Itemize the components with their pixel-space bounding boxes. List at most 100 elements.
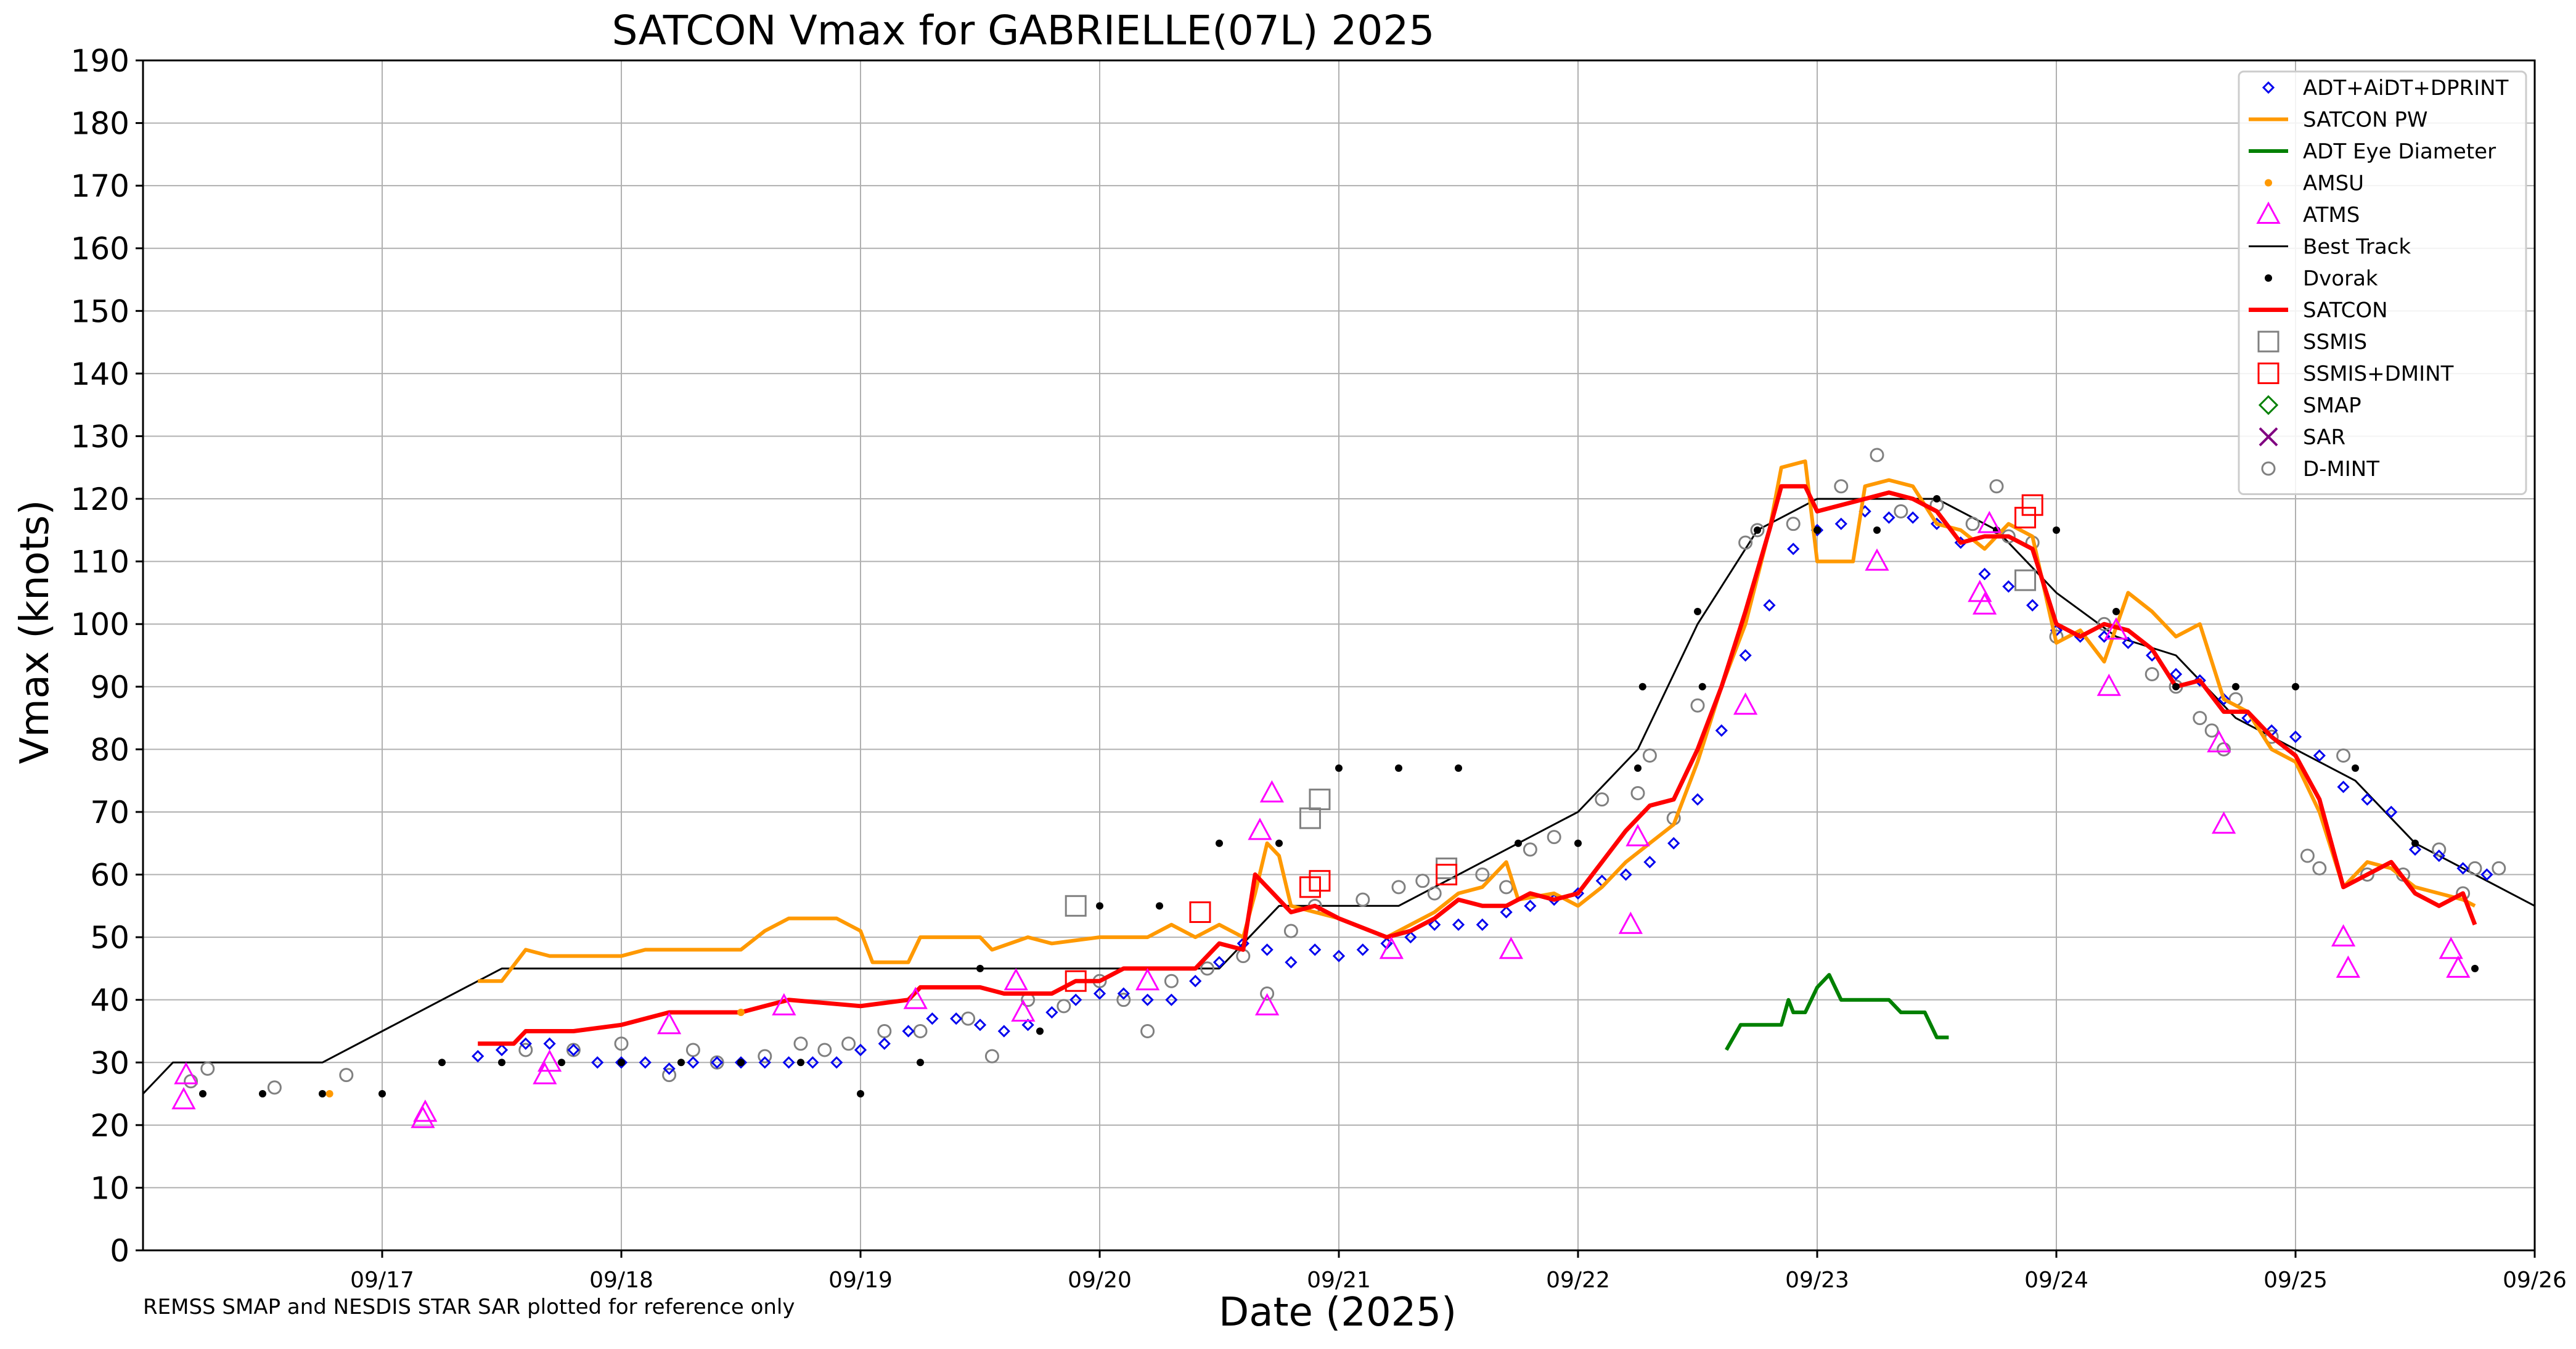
legend-item: SMAP <box>2258 393 2361 418</box>
adt-aidt-dprint-point <box>2169 668 2183 681</box>
dvorak-point <box>2172 683 2180 691</box>
d-mint-point <box>961 1011 976 1026</box>
legend-label: SATCON PW <box>2303 108 2427 133</box>
dvorak-point <box>857 1090 864 1098</box>
adt-aidt-dprint-point <box>591 1056 604 1069</box>
d-mint-point <box>2204 723 2219 738</box>
adt-aidt-dprint-point <box>806 1056 819 1069</box>
adt-aidt-dprint-point <box>758 1056 771 1069</box>
y-tick-label: 0 <box>110 1233 129 1269</box>
dvorak-point <box>1754 526 1761 534</box>
dvorak-point <box>1694 607 1701 615</box>
legend-item: ADT+AiDT+DPRINT <box>2262 76 2509 100</box>
x-tick-label: 09/19 <box>828 1268 893 1293</box>
adt-aidt-dprint-point <box>1930 517 1944 530</box>
legend-label: SSMIS <box>2303 330 2367 355</box>
d-mint-point <box>1200 961 1215 976</box>
adt-aidt-dprint-point <box>1739 649 1752 662</box>
amsu-point <box>737 1009 745 1016</box>
x-tick-label: 09/23 <box>1785 1268 1849 1293</box>
x-axis-label: Date (2025) <box>1219 1290 1457 1335</box>
ssmis-point <box>1299 807 1321 829</box>
adt-aidt-dprint-point <box>2217 692 2230 706</box>
y-tick-label: 180 <box>71 106 129 142</box>
legend-swatch <box>2257 330 2280 353</box>
d-mint-point <box>984 1049 999 1064</box>
dvorak-point <box>319 1090 326 1098</box>
d-mint-point <box>2432 842 2447 857</box>
legend-item: ATMS <box>2256 201 2360 228</box>
dvorak-point <box>2292 683 2299 691</box>
d-mint-point <box>2360 867 2374 882</box>
legend-label: Best Track <box>2303 235 2411 260</box>
d-mint-point <box>2492 861 2506 875</box>
d-mint-point <box>817 1043 832 1057</box>
d-mint-point <box>758 1049 772 1064</box>
axes: 0 10 20 30 40 50 60 70 80 90 100 110 120 130 140 150 160… <box>71 43 2567 1293</box>
d-mint-point <box>877 1023 892 1038</box>
y-tick-label: 100 <box>71 607 129 642</box>
d-mint-point <box>1738 535 1753 550</box>
legend-label: ADT Eye Diameter <box>2303 139 2496 164</box>
d-mint-point <box>1894 504 1908 519</box>
legend-swatch <box>2257 363 2280 384</box>
dvorak-point <box>1698 683 1706 691</box>
d-mint-point <box>662 1068 677 1083</box>
dvorak-point <box>1515 839 1522 847</box>
adt-aidt-dprint-point <box>2408 843 2422 856</box>
dvorak-point <box>1395 764 1402 772</box>
adt-aidt-dprint-point <box>830 1056 843 1069</box>
adt-aidt-dprint-point <box>1643 856 1656 869</box>
y-tick-label: 160 <box>71 231 129 267</box>
d-mint-point <box>1965 517 1980 531</box>
ssmis-dmint-point <box>1065 970 1087 992</box>
legend-label: SMAP <box>2303 393 2361 418</box>
legend-item: AMSU <box>2265 171 2364 196</box>
adt-aidt-dprint-point <box>1715 724 1728 737</box>
y-tick-label: 130 <box>71 419 129 454</box>
d-mint-point <box>913 1023 928 1038</box>
d-mint-point <box>1391 880 1406 895</box>
dvorak-point <box>2053 526 2060 534</box>
y-tick-label: 150 <box>71 293 129 329</box>
best-track-line <box>143 498 2535 1095</box>
adt-aidt-dprint-point <box>2289 730 2302 744</box>
adt-aidt-dprint-point <box>687 1056 700 1069</box>
chart-title: SATCON Vmax for GABRIELLE(07L) 2025 <box>612 7 1435 54</box>
legend-label: SATCON <box>2303 298 2388 323</box>
atms-point <box>1865 548 1889 571</box>
adt-aidt-dprint-point <box>1261 943 1274 956</box>
adt-aidt-dprint-point <box>782 1056 795 1069</box>
d-mint-point <box>1642 748 1657 763</box>
legend-item: ADT Eye Diameter <box>2249 139 2496 164</box>
ssmis-point <box>1436 857 1458 879</box>
adt-aidt-dprint-point <box>1452 918 1465 931</box>
dvorak-point <box>1156 902 1163 910</box>
dvorak-point <box>976 964 984 972</box>
dvorak-point <box>1275 839 1283 847</box>
legend-swatch <box>2256 201 2281 224</box>
d-mint-point <box>1140 1023 1155 1038</box>
dvorak-point <box>1813 526 1821 534</box>
dvorak-point <box>2112 607 2120 615</box>
atms-point <box>1618 911 1643 934</box>
adt-aidt-dprint-point <box>1667 837 1680 850</box>
d-mint-point <box>2193 711 2207 726</box>
legend-item: SATCON <box>2249 298 2388 323</box>
adt-aidt-dprint-point <box>1834 517 1847 530</box>
atms-point <box>1379 937 1404 959</box>
adt-aidt-dprint-point <box>472 1049 485 1063</box>
atms-point <box>772 993 796 1015</box>
adt-aidt-dprint-point <box>1907 511 1920 524</box>
amsu-points <box>325 1009 745 1098</box>
d-mint-point <box>1595 792 1609 807</box>
atms-point <box>1733 692 1758 715</box>
d-mint-point <box>841 1036 856 1051</box>
adt-aidt-dprint-point <box>1165 993 1178 1006</box>
x-tick-label: 09/22 <box>1546 1268 1610 1293</box>
atms-point <box>2096 673 2121 696</box>
dvorak-point <box>378 1090 386 1098</box>
adt-aidt-dprint-point <box>2432 849 2445 863</box>
adt-aidt-dprint-point <box>1619 868 1632 881</box>
